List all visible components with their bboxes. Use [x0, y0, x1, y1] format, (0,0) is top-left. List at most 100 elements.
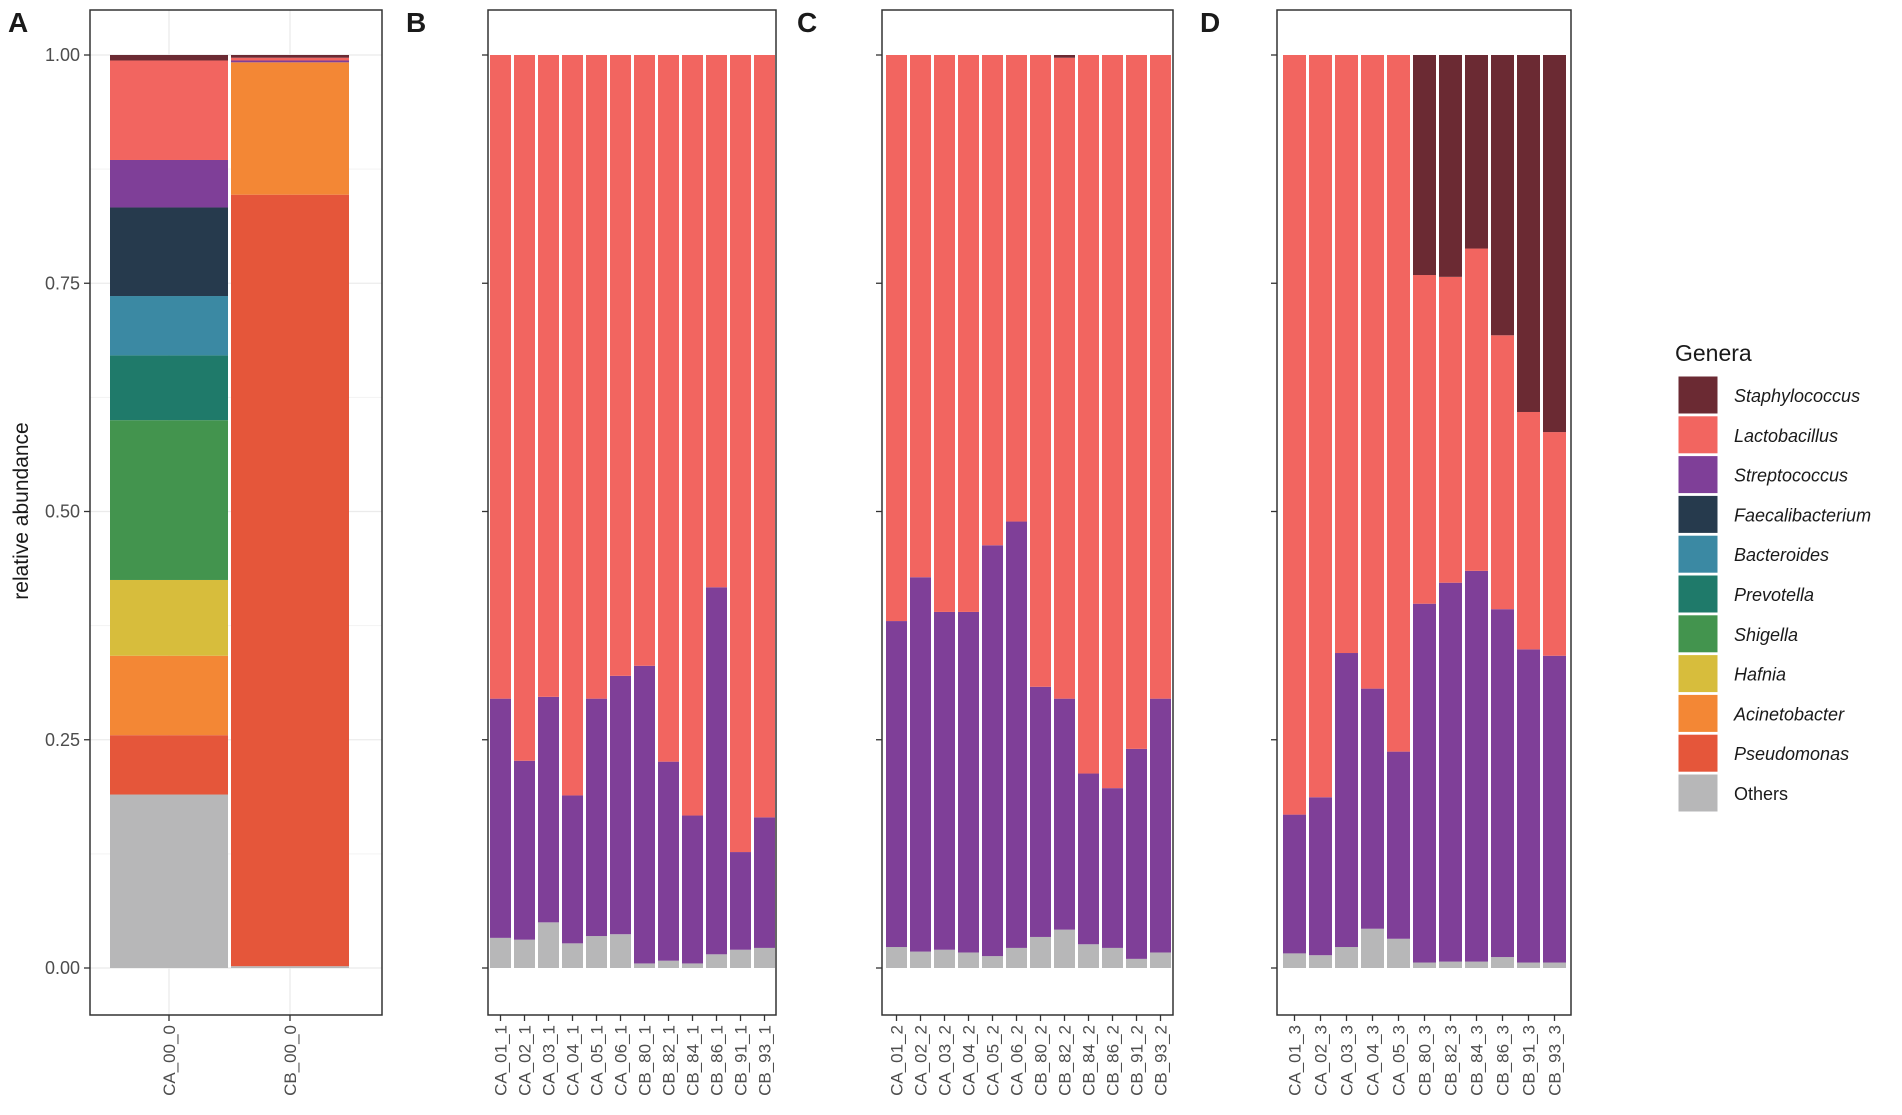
- bar-segment: [231, 60, 349, 63]
- bar-segment: [706, 587, 727, 955]
- x-tick-label: CA_01_1: [492, 1025, 511, 1096]
- bar-segment: [754, 55, 775, 818]
- bar-segment: [1361, 55, 1384, 689]
- bar-segment: [910, 577, 931, 952]
- legend-label: Lactobacillus: [1734, 426, 1838, 446]
- bar-segment: [1439, 582, 1462, 962]
- legend-label: Bacteroides: [1734, 545, 1829, 565]
- bar-segment: [1126, 958, 1147, 968]
- bar-segment: [1491, 609, 1514, 958]
- bar-segment: [1491, 55, 1514, 336]
- x-tick-label: CA_02_3: [1312, 1025, 1331, 1096]
- bar-segment: [1309, 797, 1332, 956]
- legend-key: [1677, 415, 1719, 455]
- bar-segment: [586, 698, 607, 937]
- x-tick-label: CA_05_3: [1390, 1025, 1409, 1096]
- panel-letter: B: [406, 7, 426, 38]
- y-tick-label: 0.25: [45, 730, 80, 750]
- y-axis-label: relative abundance: [10, 422, 33, 599]
- bar-segment: [1517, 962, 1540, 968]
- bar-segment: [886, 55, 907, 622]
- bar-segment: [231, 55, 349, 58]
- bar-segment: [730, 852, 751, 950]
- x-tick-label: CB_91_1: [732, 1025, 751, 1096]
- bar-segment: [1387, 751, 1410, 939]
- bar-segment: [231, 966, 349, 968]
- bar-segment: [658, 55, 679, 762]
- bar-segment: [934, 611, 955, 950]
- bar-segment: [730, 55, 751, 853]
- bar-segment: [1054, 55, 1075, 58]
- bar-segment: [1054, 929, 1075, 968]
- panel-letter: D: [1200, 7, 1220, 38]
- panel-border: [1276, 9, 1572, 1016]
- bar-segment: [562, 795, 583, 944]
- bar-segment: [1030, 55, 1051, 687]
- bar-segment: [110, 579, 228, 656]
- bar-segment: [682, 55, 703, 816]
- bar-segment: [910, 951, 931, 968]
- bar-segment: [1543, 432, 1566, 656]
- legend-key: [1677, 654, 1719, 694]
- x-tick-label: CA_05_2: [984, 1025, 1003, 1096]
- bar-segment: [958, 611, 979, 953]
- bar-segment: [586, 55, 607, 699]
- bar-segment: [1361, 688, 1384, 929]
- bar-segment: [1517, 649, 1540, 963]
- bar-segment: [682, 815, 703, 964]
- bar-segment: [490, 937, 511, 968]
- x-tick-label: CA_02_2: [912, 1025, 931, 1096]
- bar-segment: [610, 934, 631, 968]
- x-tick-label: CA_06_2: [1008, 1025, 1027, 1096]
- y-tick-label: 0.75: [45, 273, 80, 293]
- legend-label: Shigella: [1734, 625, 1798, 645]
- legend-key: [1677, 534, 1719, 574]
- x-tick-label: CB_80_2: [1032, 1025, 1051, 1096]
- bar-segment: [1491, 957, 1514, 968]
- bar-segment: [910, 55, 931, 578]
- bar-segment: [1335, 947, 1358, 968]
- bar-segment: [610, 675, 631, 935]
- panel-letter: C: [797, 7, 817, 38]
- bar-segment: [706, 55, 727, 588]
- panel-letter: A: [8, 7, 28, 38]
- bar-segment: [110, 420, 228, 580]
- bar-segment: [1413, 962, 1436, 968]
- bar-segment: [886, 621, 907, 948]
- bar-segment: [231, 194, 349, 967]
- bar-segment: [110, 735, 228, 795]
- bar-segment: [1543, 962, 1566, 968]
- x-tick-label: CA_04_3: [1364, 1025, 1383, 1096]
- panel-B: CA_01_1 CA_02_1 CA_03_1 CA_04_1 CA_05_1 CA_06…: [406, 7, 777, 1096]
- bar-segment: [110, 159, 228, 208]
- y-tick-label: 0.00: [45, 958, 80, 978]
- x-tick-label: CB_84_1: [684, 1025, 703, 1096]
- bar-segment: [110, 794, 228, 968]
- bar-segment: [1465, 570, 1488, 962]
- bar-segment: [706, 954, 727, 968]
- legend-label: Pseudomonas: [1734, 744, 1849, 764]
- bar-segment: [754, 817, 775, 948]
- bar-segment: [1413, 55, 1436, 276]
- legend-key: [1677, 733, 1719, 773]
- bar-segment: [1465, 961, 1488, 968]
- x-tick-label: CA_05_1: [588, 1025, 607, 1096]
- bar-segment: [1102, 788, 1123, 948]
- bar-segment: [1054, 57, 1075, 699]
- bar-segment: [934, 949, 955, 968]
- bar-segment: [1361, 928, 1384, 968]
- legend-label: Hafnia: [1734, 665, 1786, 685]
- x-tick-label: CB_86_1: [708, 1025, 727, 1096]
- bar-segment: [1102, 55, 1123, 789]
- bar-segment: [1283, 814, 1306, 954]
- x-tick-label: CA_02_1: [516, 1025, 535, 1096]
- bar-segment: [958, 55, 979, 612]
- legend-title: Genera: [1675, 340, 1752, 366]
- x-tick-label: CA_04_1: [564, 1025, 583, 1096]
- legend-key: [1677, 693, 1719, 733]
- legend-key: [1677, 494, 1719, 534]
- bar-segment: [562, 55, 583, 796]
- legend-key: [1677, 375, 1719, 415]
- bar-segment: [754, 947, 775, 968]
